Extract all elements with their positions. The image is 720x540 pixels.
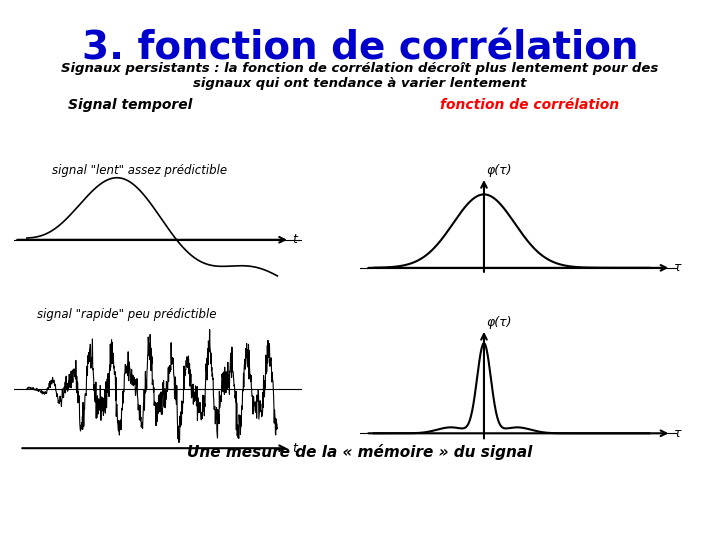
Text: τ: τ <box>674 261 682 274</box>
Text: signal "rapide" peu prédictible: signal "rapide" peu prédictible <box>37 308 217 321</box>
Text: t: t <box>292 233 297 246</box>
Text: Une mesure de la « mémoire » du signal: Une mesure de la « mémoire » du signal <box>187 444 533 460</box>
Text: fonction de corrélation: fonction de corrélation <box>441 98 620 112</box>
Text: 3. fonction de corrélation: 3. fonction de corrélation <box>82 30 638 68</box>
Text: φ(τ): φ(τ) <box>487 164 512 177</box>
Text: Signaux persistants : la fonction de corrélation décroît plus lentement pour des: Signaux persistants : la fonction de cor… <box>61 62 659 75</box>
Text: signaux qui ont tendance à varier lentement: signaux qui ont tendance à varier lentem… <box>193 77 527 90</box>
Text: τ: τ <box>674 427 682 440</box>
Text: φ(τ): φ(τ) <box>487 316 512 329</box>
Text: Signal temporel: Signal temporel <box>68 98 192 112</box>
Text: t: t <box>292 442 297 455</box>
Text: signal "lent" assez prédictible: signal "lent" assez prédictible <box>52 164 228 177</box>
